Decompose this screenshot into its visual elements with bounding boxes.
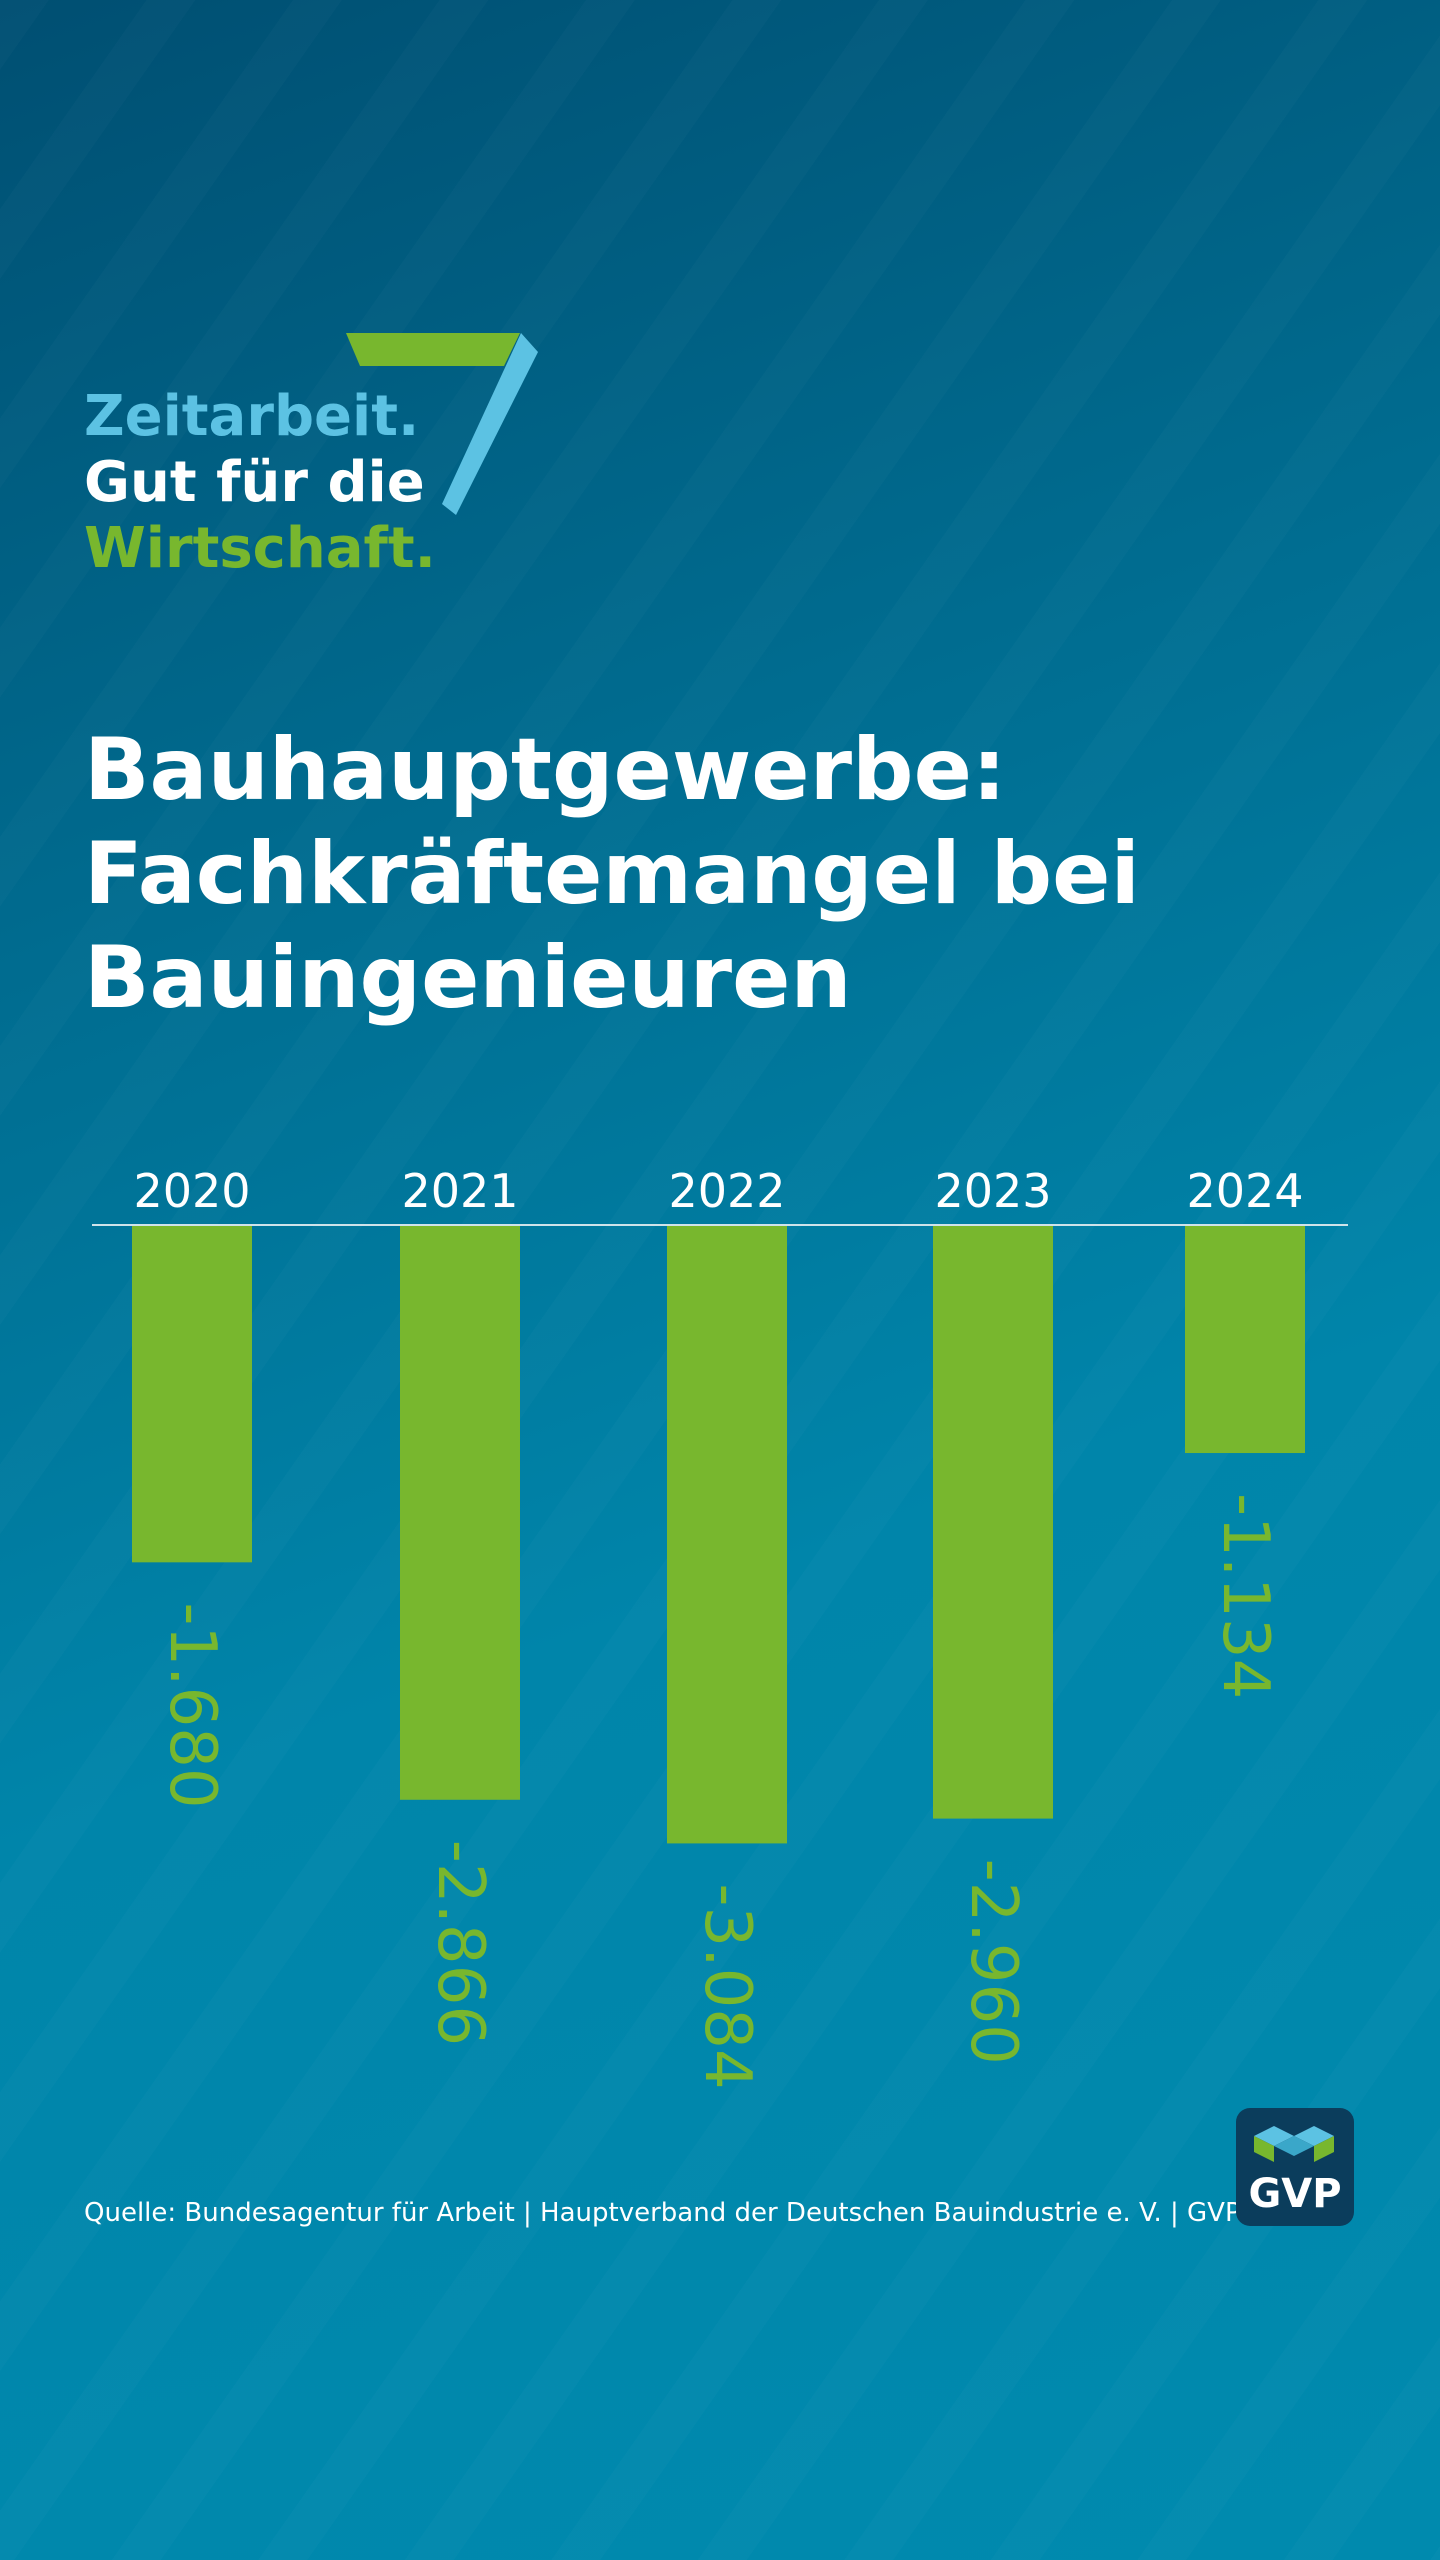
bar-2022 (667, 1226, 787, 1844)
bar-2024 (1185, 1226, 1305, 1454)
gvp-logo-icon (1254, 2126, 1334, 2162)
title-line-1: Bauhauptgewerbe: (84, 720, 1007, 820)
value-label-2024: -1.134 (1208, 1493, 1282, 1699)
campaign-logo-text: Zeitarbeit. Gut für die Wirtschaft. (84, 384, 436, 582)
bar-2023 (933, 1226, 1053, 1819)
category-label-2024: 2024 (1186, 1164, 1303, 1218)
logo-line-wirtschaft: Wirtschaft. (84, 516, 436, 581)
category-label-2020: 2020 (133, 1164, 250, 1218)
value-label-2021: -2.866 (423, 1840, 497, 2046)
logo-line-zeitarbeit: Zeitarbeit. (84, 384, 420, 449)
title-line-3: Bauingenieuren (84, 928, 852, 1028)
gvp-badge: GVP (1236, 2108, 1354, 2226)
category-label-2022: 2022 (668, 1164, 785, 1218)
bar-2020 (132, 1226, 252, 1563)
title-line-2: Fachkräftemangel bei (84, 824, 1140, 924)
logo-line-gut-fuer-die: Gut für die (84, 450, 425, 515)
value-label-2023: -2.960 (956, 1859, 1030, 2065)
value-label-2022: -3.084 (690, 1883, 764, 2089)
category-label-2023: 2023 (934, 1164, 1051, 1218)
category-label-2021: 2021 (401, 1164, 518, 1218)
seven-logo-icon (346, 333, 538, 515)
value-label-2020: -1.680 (155, 1602, 229, 1808)
page-title: Bauhauptgewerbe: Fachkräftemangel bei Ba… (84, 718, 1284, 1030)
source-note: Quelle: Bundesagentur für Arbeit | Haupt… (84, 2198, 1241, 2228)
gvp-badge-text: GVP (1248, 2171, 1342, 2217)
bar-2021 (400, 1226, 520, 1800)
